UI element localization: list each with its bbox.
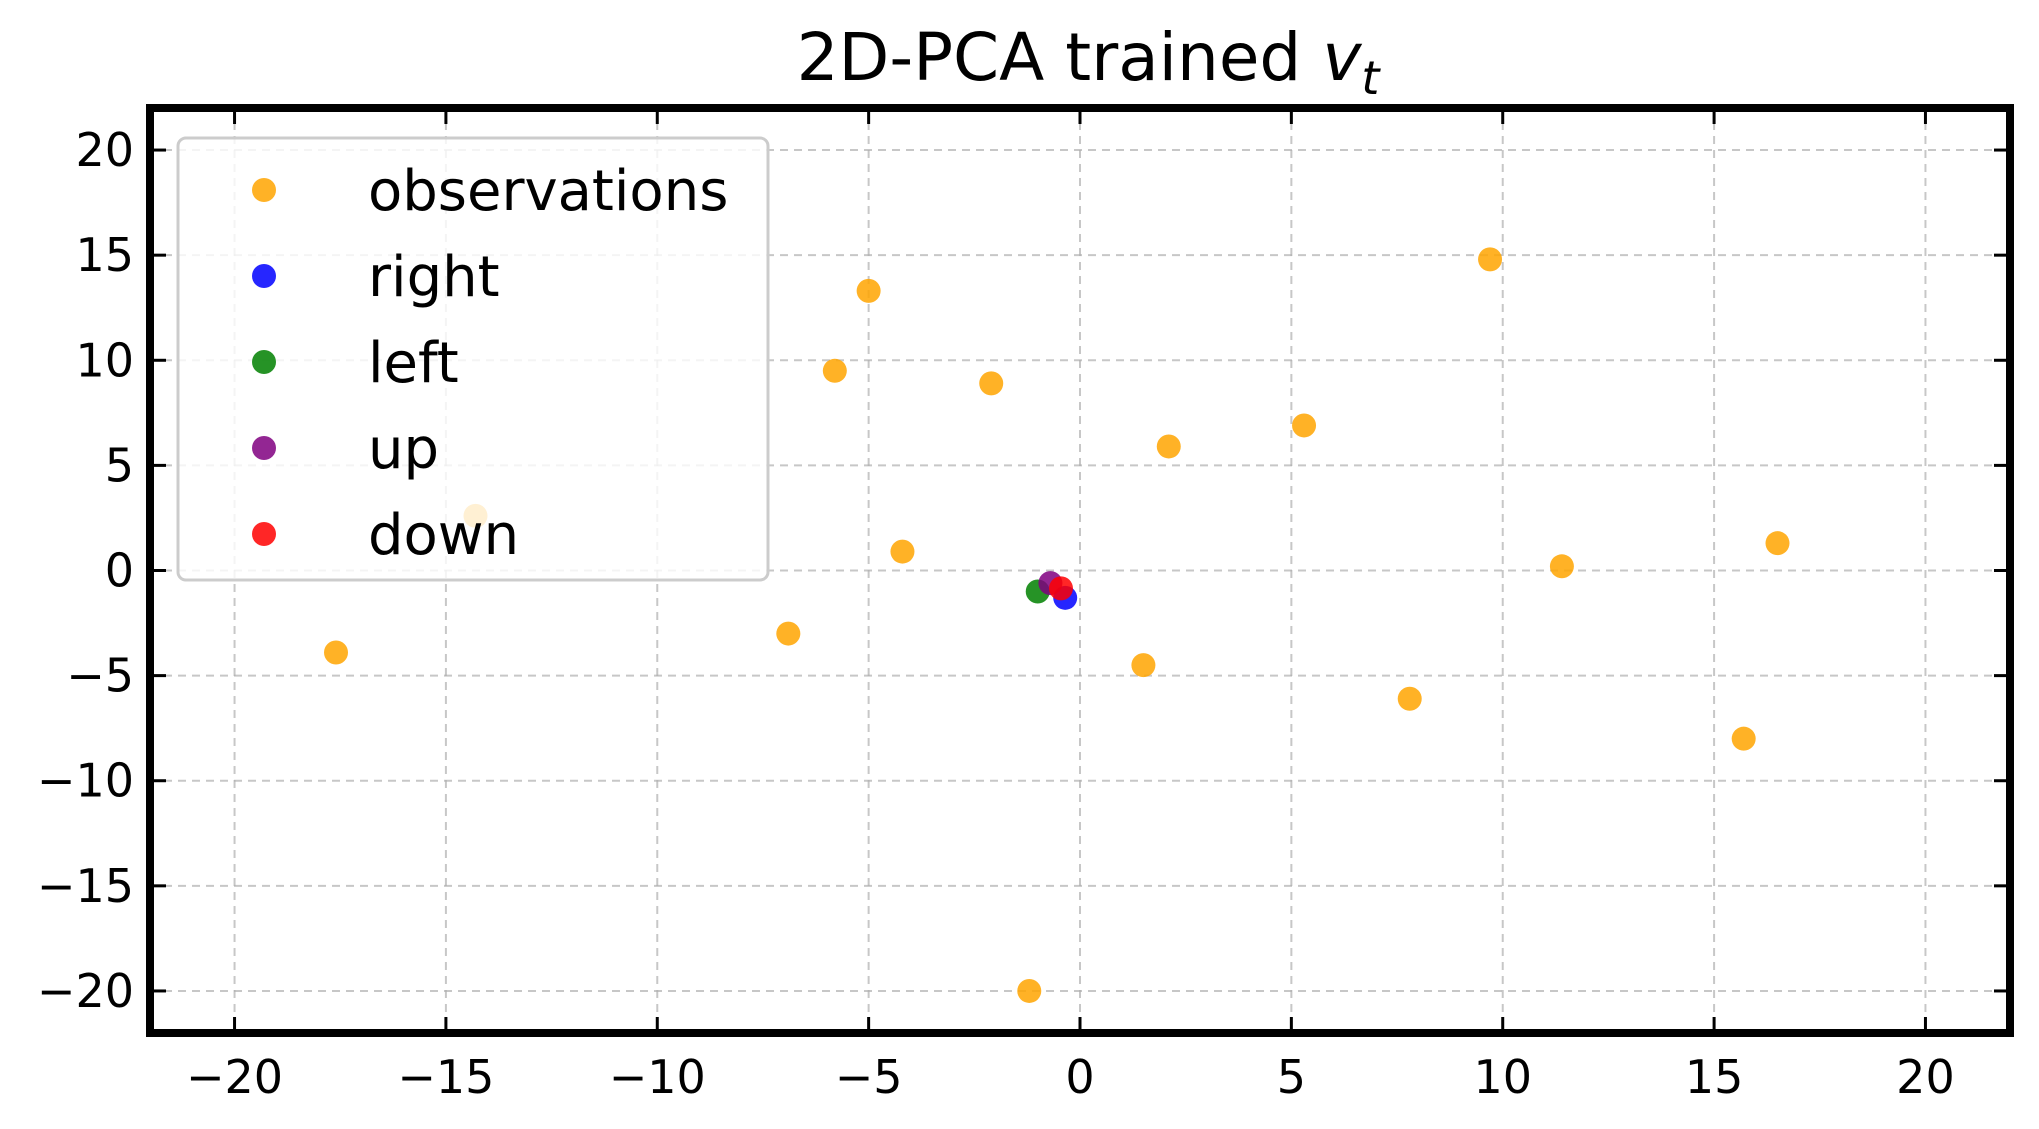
legend-label-down: down: [368, 503, 519, 568]
title-subscript: t: [1361, 51, 1381, 105]
x-tick-label: 5: [1277, 1050, 1306, 1104]
point-observations-15: [1017, 978, 1042, 1003]
legend-marker-right: [252, 264, 276, 288]
y-tick-label: 5: [105, 438, 134, 492]
x-tick-label: 10: [1473, 1050, 1532, 1104]
point-observations-10: [1397, 686, 1422, 711]
legend-marker-up: [252, 436, 276, 460]
ticks-layer: −20 −15 −10 −5 0 5 10 15 20 −20 −15 −10 −5 0 5 10 15 20: [37, 108, 2010, 1104]
legend-marker-observations: [252, 178, 276, 202]
point-observations-2: [776, 621, 801, 646]
x-tick-label: −15: [397, 1050, 494, 1104]
point-observations-13: [1731, 726, 1756, 751]
points-layer: [324, 247, 1790, 1003]
y-tick-label: 0: [105, 544, 134, 598]
y-tick-label: −15: [37, 859, 134, 913]
legend-marker-left: [252, 350, 276, 374]
y-tick-label: −10: [37, 754, 134, 808]
title-variable: v: [1322, 19, 1362, 96]
legend-label-up: up: [368, 417, 439, 482]
y-tick-label: 10: [75, 333, 134, 387]
chart-title: 2D-PCA trained vt: [797, 19, 1382, 105]
x-tick-label: 15: [1685, 1050, 1744, 1104]
point-observations-11: [1478, 247, 1503, 272]
point-observations-9: [1292, 413, 1317, 438]
title-prefix: 2D-PCA trained: [797, 19, 1323, 96]
point-observations-7: [1156, 434, 1181, 459]
legend-marker-down: [252, 522, 276, 546]
legend-label-left: left: [368, 331, 459, 396]
point-observations-6: [979, 371, 1004, 396]
legend-box: [176, 136, 770, 582]
legend: observations right left up down: [176, 136, 770, 582]
x-tick-label: −10: [609, 1050, 706, 1104]
y-tick-label: −20: [37, 964, 134, 1018]
y-tick-label: 15: [75, 228, 134, 282]
legend-label-observations: observations: [368, 159, 728, 224]
x-tick-label: 20: [1896, 1050, 1955, 1104]
point-observations-14: [1765, 531, 1790, 556]
point-down-0: [1048, 576, 1073, 601]
x-tick-label: 0: [1065, 1050, 1094, 1104]
point-observations-12: [1549, 554, 1574, 579]
plot-frame: [146, 104, 2014, 1037]
point-observations-5: [856, 278, 881, 303]
legend-label-right: right: [368, 245, 500, 310]
point-observations-1: [324, 640, 348, 665]
y-tick-label: −5: [66, 649, 134, 703]
x-tick-label: −5: [835, 1050, 903, 1104]
x-tick-label: −20: [186, 1050, 283, 1104]
point-observations-8: [1131, 653, 1156, 678]
y-tick-label: 20: [75, 123, 134, 177]
point-observations-4: [822, 358, 847, 383]
point-observations-3: [890, 539, 915, 564]
